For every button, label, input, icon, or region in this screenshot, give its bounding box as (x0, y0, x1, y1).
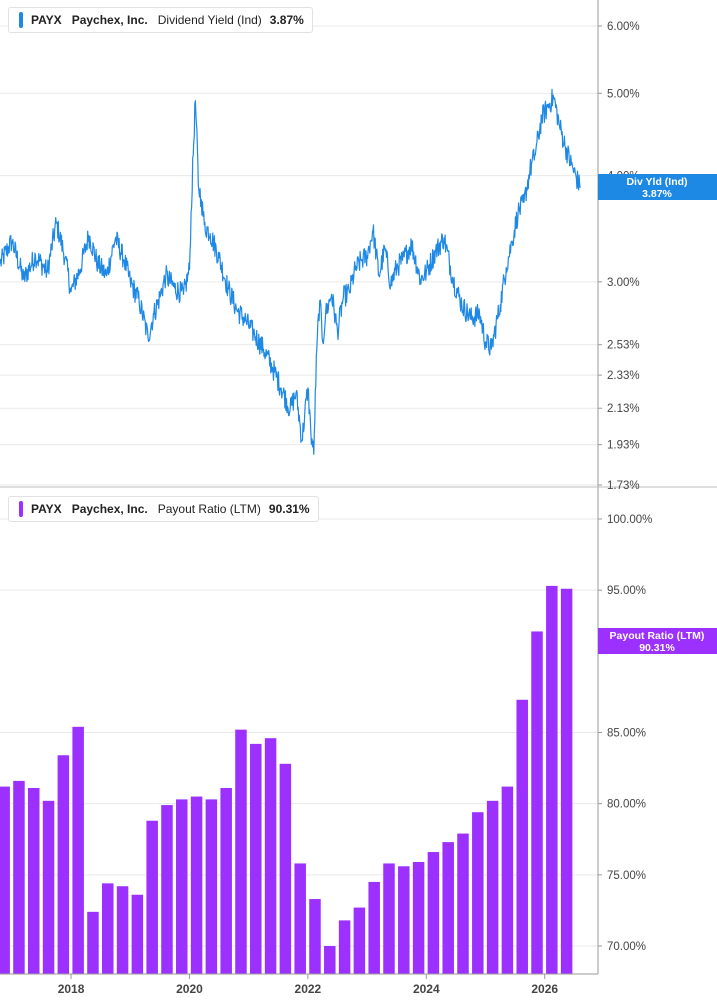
yield-tick-label: 1.73% (607, 480, 640, 492)
payout-bar (472, 812, 484, 974)
payout-bar (516, 699, 528, 974)
payout-bar (486, 800, 499, 974)
payout-bar (146, 820, 158, 974)
payout-bar (383, 863, 395, 974)
payout-tick-label: 95.00% (607, 585, 646, 597)
payout-bar (190, 796, 203, 974)
payout-legend-ticker: PAYX (31, 502, 62, 516)
payout-flag-bg (598, 628, 717, 654)
payout-bar (294, 863, 306, 974)
payout-legend[interactable]: PAYX Paychex, Inc. Payout Ratio (LTM) 90… (8, 496, 319, 522)
payout-bar (398, 866, 410, 974)
payout-bar (72, 726, 84, 974)
payout-bar (57, 755, 70, 974)
payout-tick-label: 85.00% (607, 728, 646, 740)
payout-bar (13, 780, 25, 974)
payout-bar (205, 799, 218, 974)
payout-bar (427, 852, 440, 974)
yield-tick-label: 1.93% (607, 440, 640, 452)
x-tick-label: 2018 (58, 982, 85, 996)
payout-bar (546, 585, 558, 974)
yield-swatch (19, 12, 23, 28)
x-tick-label: 2020 (176, 982, 203, 996)
yield-tick-label: 2.33% (607, 370, 640, 382)
payout-bar (324, 946, 336, 974)
yield-flag-label: Div Yld (Ind) (626, 176, 687, 188)
payout-legend-metric: Payout Ratio (LTM) (157, 502, 261, 516)
yield-tick-label: 2.53% (607, 340, 640, 352)
payout-axis-ticks: 100.00% 95.00% 85.00% 80.00% 75.00% 70.00% (598, 514, 652, 953)
yield-axis-ticks: 6.00%5.00%4.00%3.00%2.53%2.33%2.13%1.93%… (598, 21, 640, 492)
payout-bar (0, 786, 10, 974)
payout-bar (116, 886, 129, 974)
payout-bar (412, 862, 425, 974)
yield-tick-label: 5.00% (607, 88, 640, 100)
payout-bar (161, 805, 173, 974)
yield-flag-value: 3.87% (642, 188, 672, 200)
payout-bar (442, 842, 454, 974)
payout-bar (176, 799, 188, 974)
payout-bar (309, 899, 321, 974)
yield-flag-bg (598, 174, 717, 200)
payout-bar (102, 883, 114, 974)
payout-bar (264, 738, 277, 974)
payout-bar (353, 907, 366, 974)
payout-tick-label: 100.00% (607, 514, 652, 526)
x-axis-ticks: 2018 2020 2022 2024 2026 (58, 974, 558, 996)
payout-flag-value: 90.31% (639, 642, 675, 654)
payout-tick-label: 80.00% (607, 799, 646, 811)
yield-current-value-flag: Div Yld (Ind)3.87% (598, 174, 717, 200)
payout-bar (250, 743, 262, 974)
payout-bar (531, 631, 543, 974)
payout-tick-label: 75.00% (607, 870, 646, 882)
yield-gridlines (0, 25, 598, 486)
payout-bar (501, 786, 514, 974)
payout-tick-label: 70.00% (607, 941, 646, 953)
x-tick-label: 2026 (531, 982, 558, 996)
x-tick-label: 2024 (413, 982, 440, 996)
payout-bar (87, 911, 99, 974)
payout-legend-company: Paychex, Inc. (71, 502, 148, 516)
payout-bars (0, 585, 573, 974)
yield-tick-label: 2.13% (607, 403, 640, 415)
yield-line-group (0, 88, 581, 455)
yield-tick-label: 6.00% (607, 21, 640, 33)
payout-bar (368, 881, 380, 974)
payout-legend-value: 90.31% (268, 502, 310, 516)
yield-tick-label: 3.00% (607, 277, 640, 289)
yield-legend[interactable]: PAYX Paychex, Inc. Dividend Yield (Ind) … (8, 7, 313, 33)
payout-bar (560, 588, 573, 974)
payout-bar (131, 894, 144, 974)
yield-legend-value: 3.87% (269, 13, 304, 27)
yield-legend-metric: Dividend Yield (Ind) (157, 13, 262, 27)
payout-bar (279, 763, 292, 974)
payout-swatch (19, 501, 23, 517)
payout-current-value-flag: Payout Ratio (LTM)90.31% (598, 628, 717, 654)
payout-bar (27, 788, 40, 974)
yield-legend-ticker: PAYX (31, 13, 62, 27)
payout-bar (220, 788, 232, 974)
payout-bar (338, 920, 351, 974)
yield-line (0, 88, 581, 455)
yield-legend-company: Paychex, Inc. (71, 13, 148, 27)
payout-bar (235, 729, 247, 974)
payout-bar (42, 800, 55, 974)
x-tick-label: 2022 (295, 982, 322, 996)
payout-bar (457, 833, 469, 974)
payout-flag-label: Payout Ratio (LTM) (610, 630, 705, 642)
